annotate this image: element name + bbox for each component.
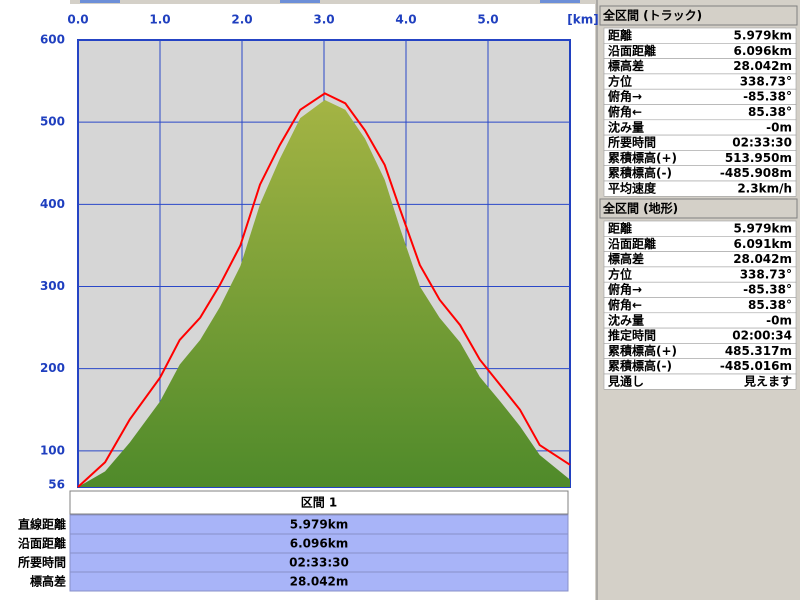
x-tick-label: 3.0 bbox=[313, 13, 334, 27]
panel-title: 全区間 (トラック) bbox=[602, 8, 702, 23]
panel-value: 5.979km bbox=[734, 29, 792, 43]
y-tick-label: 300 bbox=[40, 279, 65, 293]
panel-label: 距離 bbox=[608, 221, 632, 236]
track-line bbox=[77, 92, 571, 488]
panel-label: 所要時間 bbox=[608, 135, 656, 150]
panel-value: 6.091km bbox=[734, 237, 792, 251]
row-value: 6.096km bbox=[290, 537, 348, 551]
panel-value: 2.3km/h bbox=[737, 182, 792, 196]
panel-value: 338.73° bbox=[740, 74, 792, 88]
row-label: 沿面距離 bbox=[17, 536, 66, 551]
x-tick-label: 0.0 bbox=[67, 13, 88, 27]
panel-label: 累積標高(+) bbox=[608, 150, 677, 165]
panel-value: 02:00:34 bbox=[732, 329, 792, 343]
panel-value: 5.979km bbox=[734, 222, 792, 236]
panel-label: 方位 bbox=[608, 266, 632, 281]
x-tick-label: 4.0 bbox=[395, 13, 416, 27]
panel-title: 全区間 (地形) bbox=[602, 201, 678, 216]
panel-label: 見通し bbox=[607, 374, 644, 389]
y-tick-label: 200 bbox=[40, 361, 65, 375]
panel-value: 338.73° bbox=[740, 267, 792, 281]
panel-label: 標高差 bbox=[608, 58, 644, 73]
panel-label: 俯角← bbox=[608, 104, 642, 119]
panel-value: 85.38° bbox=[748, 298, 792, 312]
panel-label: 推定時間 bbox=[608, 328, 656, 343]
y-tick-label: 400 bbox=[40, 197, 65, 211]
table-header bbox=[69, 490, 569, 515]
panel-label: 累積標高(-) bbox=[608, 358, 672, 373]
panel-label: 俯角← bbox=[608, 297, 642, 312]
y-tick-label: 500 bbox=[40, 115, 65, 129]
row-value: 5.979km bbox=[290, 518, 348, 532]
x-axis-unit: [km] bbox=[567, 13, 598, 27]
panel-value: 6.096km bbox=[734, 44, 792, 58]
panel-value: 02:33:30 bbox=[732, 136, 792, 150]
x-tick-label: 2.0 bbox=[231, 13, 252, 27]
panel-label: 俯角→ bbox=[608, 282, 642, 297]
y-tick-label: 600 bbox=[40, 33, 65, 47]
panel-header[interactable] bbox=[599, 5, 798, 26]
y-tick-label: 100 bbox=[40, 443, 65, 457]
table-row bbox=[69, 571, 569, 592]
panel-value: -485.908m bbox=[720, 166, 792, 180]
panel-value: -85.38° bbox=[743, 283, 792, 297]
panel-row bbox=[603, 180, 797, 197]
panel-value: 513.950m bbox=[725, 151, 792, 165]
panel-value: -85.38° bbox=[743, 90, 792, 104]
row-label: 標高差 bbox=[30, 574, 66, 589]
row-value: 28.042m bbox=[290, 575, 349, 589]
panel-label: 沈み量 bbox=[608, 119, 644, 134]
panel-label: 方位 bbox=[608, 73, 632, 88]
terrain-area bbox=[78, 100, 570, 487]
panel-label: 平均速度 bbox=[608, 181, 657, 196]
panel-value: -485.016m bbox=[720, 359, 792, 373]
panel-value: 85.38° bbox=[748, 105, 792, 119]
panel-label: 沿面距離 bbox=[607, 236, 656, 251]
panel-label: 沈み量 bbox=[608, 312, 644, 327]
table-header-text: 区間 1 bbox=[301, 496, 338, 510]
panel-header[interactable] bbox=[599, 198, 798, 219]
y-tick-label: 56 bbox=[48, 478, 65, 492]
row-label: 所要時間 bbox=[18, 555, 66, 570]
panel-row bbox=[603, 373, 797, 390]
tab[interactable] bbox=[280, 0, 320, 3]
panel-label: 標高差 bbox=[608, 251, 644, 266]
panel-label: 距離 bbox=[608, 28, 632, 43]
panel-label: 累積標高(-) bbox=[608, 165, 672, 180]
panel-label: 沿面距離 bbox=[607, 43, 656, 58]
panel-value: 見えます bbox=[743, 374, 792, 389]
panel-label: 俯角→ bbox=[608, 89, 642, 104]
panel-value: -0m bbox=[766, 120, 792, 134]
row-value: 02:33:30 bbox=[289, 556, 349, 570]
panel-value: 485.317m bbox=[725, 344, 792, 358]
panel-value: 28.042m bbox=[733, 252, 792, 266]
panel-value: -0m bbox=[766, 313, 792, 327]
tab-strip bbox=[70, 0, 595, 4]
panel-value: 28.042m bbox=[733, 59, 792, 73]
tab[interactable] bbox=[540, 0, 580, 3]
row-label: 直線距離 bbox=[18, 517, 66, 532]
panel-label: 累積標高(+) bbox=[608, 343, 677, 358]
tab[interactable] bbox=[80, 0, 120, 3]
x-tick-label: 1.0 bbox=[149, 13, 170, 27]
x-tick-label: 5.0 bbox=[477, 13, 498, 27]
